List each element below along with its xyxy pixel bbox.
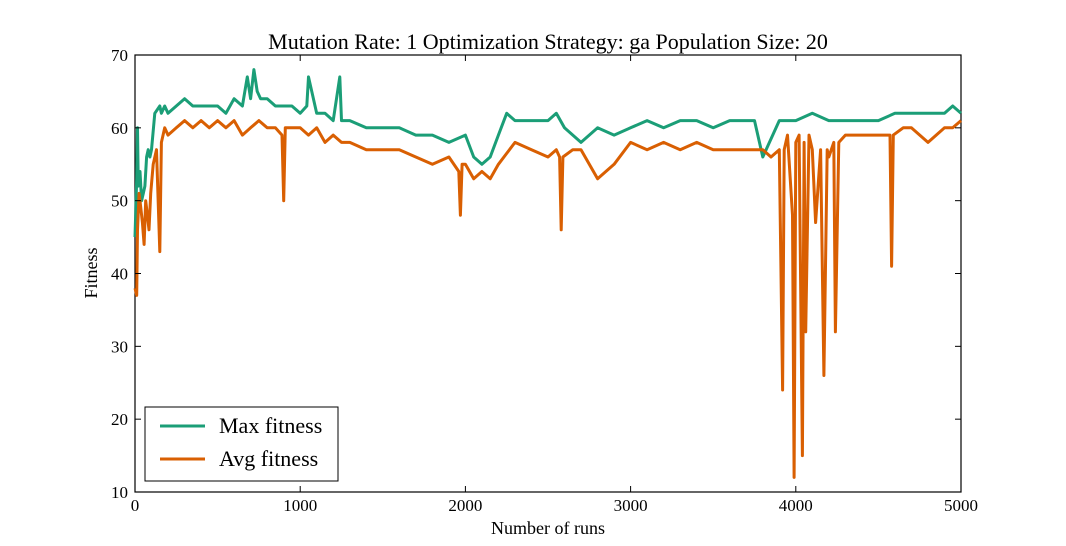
y-tick-label: 20 bbox=[111, 410, 128, 429]
legend-label-avg-fitness: Avg fitness bbox=[219, 446, 318, 471]
tick-layer: 0 1000 2000 3000 4000 5000 10 20 30 40 50 60 70 bbox=[111, 46, 978, 515]
y-tick-label: 70 bbox=[111, 46, 128, 65]
x-tick-label: 3000 bbox=[614, 496, 648, 515]
y-tick-label: 40 bbox=[111, 265, 128, 284]
chart-title: Mutation Rate: 1 Optimization Strategy: … bbox=[268, 29, 828, 54]
series-layer bbox=[133, 68, 962, 479]
y-tick-label: 60 bbox=[111, 119, 128, 138]
y-tick-label: 30 bbox=[111, 337, 128, 356]
y-tick-label: 10 bbox=[111, 483, 128, 502]
legend-box bbox=[144, 406, 339, 482]
x-tick-label: 0 bbox=[131, 496, 140, 515]
series-line-max-fitness bbox=[133, 68, 962, 238]
y-axis-label: Fitness bbox=[81, 247, 101, 298]
x-tick-label: 5000 bbox=[944, 496, 978, 515]
x-tick-label: 2000 bbox=[448, 496, 482, 515]
y-tick-label: 50 bbox=[111, 192, 128, 211]
legend-label-max-fitness: Max fitness bbox=[219, 413, 322, 438]
x-tick-label: 4000 bbox=[779, 496, 813, 515]
series-line-avg-fitness bbox=[133, 119, 962, 479]
legend: Max fitness Avg fitness bbox=[144, 406, 339, 482]
x-tick-label: 1000 bbox=[283, 496, 317, 515]
x-axis-label: Number of runs bbox=[491, 518, 605, 538]
